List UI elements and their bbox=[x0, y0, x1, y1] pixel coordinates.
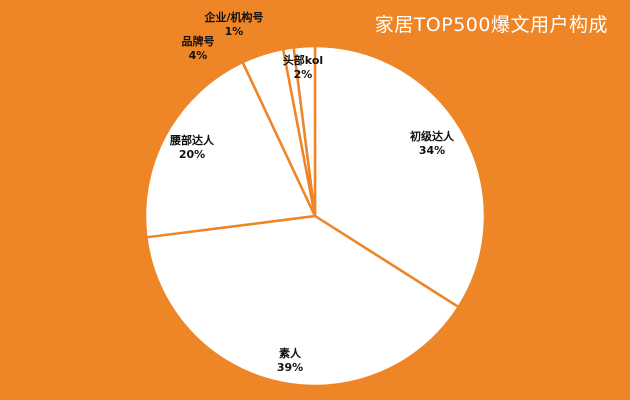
chart-title: 家居TOP500爆文用户构成 bbox=[374, 14, 608, 36]
slice-value-label: 34% bbox=[419, 144, 445, 157]
slice-label: 品牌号 bbox=[182, 34, 215, 48]
slice-value-label: 1% bbox=[225, 25, 244, 38]
leader-line bbox=[203, 53, 263, 61]
pie-slice bbox=[292, 44, 317, 218]
slice-value-label: 39% bbox=[277, 361, 303, 374]
slice-label: 腰部达人 bbox=[169, 133, 215, 147]
slice-label: 企业/机构号 bbox=[203, 10, 263, 24]
slice-value-label: 2% bbox=[294, 68, 313, 81]
pie-slice bbox=[143, 60, 317, 239]
slice-label: 头部kol bbox=[283, 53, 323, 67]
pie-slice bbox=[145, 214, 460, 388]
leader-line bbox=[237, 35, 279, 52]
slice-value-label: 4% bbox=[189, 49, 208, 62]
slice-value-label: 20% bbox=[179, 148, 205, 161]
slice-label: 素人 bbox=[279, 346, 302, 360]
slice-label: 初级达人 bbox=[410, 129, 455, 143]
